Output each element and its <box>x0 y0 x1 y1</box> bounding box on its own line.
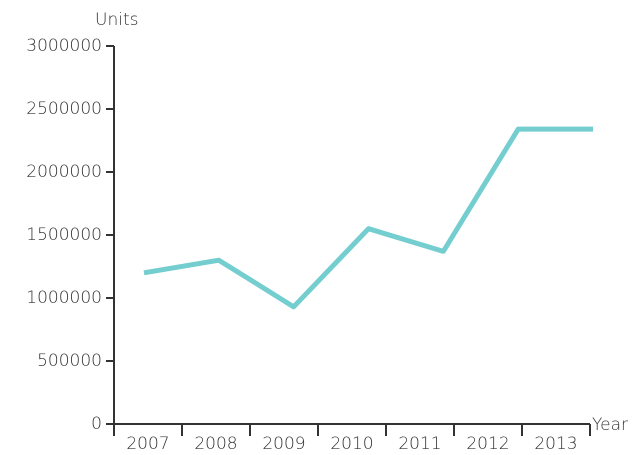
x-tick-label: 2013 <box>534 434 577 454</box>
x-tick-label: 2010 <box>330 434 373 454</box>
y-tick-label: 1000000 <box>26 288 102 308</box>
x-tick-label: 2008 <box>194 434 237 454</box>
y-tick-label: 0 <box>91 414 102 434</box>
y-tick-label: 2000000 <box>26 162 102 182</box>
y-tick-label: 500000 <box>37 351 102 371</box>
x-tick-label: 2011 <box>398 434 441 454</box>
y-tick-label: 2500000 <box>26 99 102 119</box>
y-tick-label: 1500000 <box>26 225 102 245</box>
x-tick-label: 2012 <box>466 434 509 454</box>
y-axis-title: Units <box>95 10 138 30</box>
line-series <box>143 126 593 310</box>
x-tick-label: 2009 <box>262 434 305 454</box>
x-tick-label: 2007 <box>126 434 169 454</box>
y-tick-label: 3000000 <box>26 36 102 56</box>
x-axis-title: Year <box>592 415 628 435</box>
